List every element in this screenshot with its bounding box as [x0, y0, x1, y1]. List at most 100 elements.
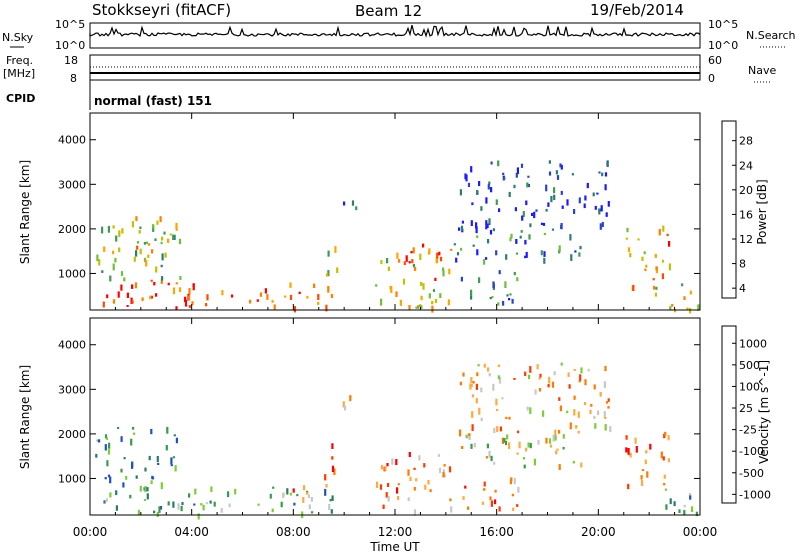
heatmap-cell [324, 474, 327, 481]
heatmap-cell [145, 241, 148, 244]
power-colorbar-label: Power [dB] [755, 179, 769, 244]
heatmap-cell [169, 233, 172, 236]
heatmap-cell [661, 259, 665, 263]
velocity-colorbar-label: Velocity [m s^-1] [757, 360, 771, 464]
heatmap-cell [584, 379, 587, 386]
heatmap-cell [447, 299, 450, 306]
heatmap-cell [155, 266, 158, 273]
nave-tick-top: 60 [708, 54, 722, 67]
heatmap-cell [160, 241, 163, 245]
heatmap-cell [131, 462, 134, 469]
heatmap-cell [514, 207, 517, 212]
heatmap-cell [156, 456, 159, 463]
heatmap-cell [465, 434, 468, 439]
velocity-ylabel: Slant Range [km] [18, 365, 32, 469]
heatmap-cell [146, 487, 149, 492]
heatmap-cell [317, 301, 320, 305]
heatmap-cell [134, 282, 138, 289]
heatmap-cell [413, 509, 417, 516]
heatmap-cell [107, 448, 111, 455]
power-colorbar: 28 24 20 16 12 8 4 [721, 120, 753, 299]
heatmap-cell [333, 468, 336, 475]
heatmap-cell [502, 172, 505, 176]
heatmap-cell [485, 225, 488, 230]
heatmap-cell [520, 230, 523, 233]
heatmap-cell [528, 234, 531, 240]
heatmap-cell [150, 428, 153, 435]
heatmap-cell [330, 293, 333, 299]
heatmap-cell [202, 504, 205, 511]
heatmap-cell [487, 367, 490, 372]
heatmap-cell [139, 485, 142, 492]
heatmap-cell [390, 286, 393, 293]
heatmap-cell [485, 456, 488, 459]
heatmap-cell [184, 299, 188, 307]
heatmap-cell [112, 299, 116, 304]
heatmap-cell [488, 218, 491, 226]
heatmap-cell [103, 500, 106, 504]
y-tick-label: 1000 [58, 472, 86, 485]
freq-label-2: [MHz] [3, 67, 35, 80]
heatmap-cell [413, 487, 416, 491]
heatmap-cell [480, 387, 483, 393]
heatmap-cell [411, 259, 414, 264]
heatmap-cell [644, 459, 647, 465]
heatmap-cell [475, 398, 478, 404]
heatmap-cell [516, 167, 519, 174]
heatmap-cell [604, 184, 607, 191]
heatmap-cell [419, 253, 422, 260]
heatmap-cell [419, 304, 422, 308]
heatmap-cell [403, 261, 406, 266]
heatmap-cell [178, 238, 182, 245]
heatmap-cell [505, 416, 508, 419]
heatmap-cell [558, 464, 561, 470]
heatmap-cell [220, 508, 223, 513]
heatmap-cell [504, 281, 507, 288]
freq-panel-frame [89, 54, 701, 81]
heatmap-cell [470, 289, 473, 296]
heatmap-cell [159, 506, 163, 510]
heatmap-cell [539, 373, 542, 378]
heatmap-cell [641, 469, 645, 472]
heatmap-cell [375, 284, 378, 287]
heatmap-cell [573, 369, 576, 371]
heatmap-cell [478, 277, 481, 284]
heatmap-cell [284, 295, 287, 298]
heatmap-cell [472, 381, 475, 384]
heatmap-cell [271, 299, 274, 303]
colorbar-tick-label: 1000 [739, 337, 767, 350]
heatmap-cell [472, 244, 475, 247]
heatmap-cell [488, 181, 491, 185]
heatmap-cell [167, 501, 170, 506]
noise-trace [89, 24, 701, 38]
heatmap-cell [420, 281, 423, 286]
heatmap-cell [136, 241, 140, 244]
heatmap-cell [175, 306, 178, 311]
heatmap-cell [410, 251, 413, 254]
heatmap-cell [331, 456, 334, 460]
heatmap-cell [476, 190, 479, 195]
heatmap-cell [117, 291, 120, 298]
heatmap-cell [529, 443, 532, 449]
heatmap-cell [461, 445, 464, 449]
heatmap-cell [289, 282, 292, 288]
heatmap-cell [517, 486, 520, 493]
heatmap-cell [495, 199, 498, 205]
heatmap-cell [551, 381, 555, 388]
heatmap-cell [112, 250, 115, 255]
heatmap-cell [495, 398, 498, 406]
heatmap-cell [213, 501, 216, 507]
heatmap-cell [431, 300, 434, 305]
heatmap-cell [272, 486, 275, 489]
heatmap-cell [109, 275, 112, 282]
heatmap-cell [104, 444, 107, 451]
colorbar-frame [721, 120, 737, 299]
heatmap-cell [161, 253, 164, 261]
heatmap-cell [408, 305, 411, 310]
heatmap-cell [129, 494, 132, 499]
heatmap-cell [470, 166, 473, 173]
heatmap-cell [666, 233, 669, 237]
heatmap-cell [455, 257, 458, 263]
heatmap-cell [516, 452, 519, 455]
heatmap-cell [143, 241, 146, 245]
